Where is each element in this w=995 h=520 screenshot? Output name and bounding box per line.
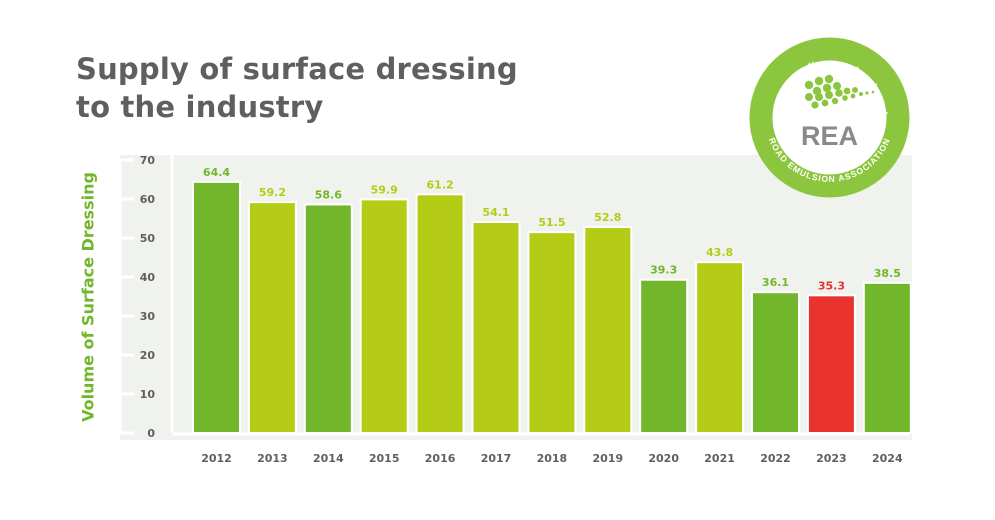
value-label-2021: 43.8: [706, 246, 733, 259]
bar-2013: [247, 201, 297, 434]
bar-2022: [751, 291, 800, 434]
y-axis-group: 0 10 20 30 40 50 60 70: [118, 152, 174, 440]
y-tick-label-10: 10: [140, 388, 156, 401]
y-tick-label-50: 50: [140, 232, 156, 245]
value-label-2018: 51.5: [538, 216, 565, 229]
rea-logo: Future-proofing our local roads ROAD EMU…: [747, 35, 910, 198]
x-tick-2019: 2019: [592, 452, 623, 465]
logo-rea-text: REA: [801, 121, 858, 151]
x-tick-2013: 2013: [257, 452, 288, 465]
value-labels-group: 64.4 59.2 58.6 59.9 61.2 54.1 51.5 52.8 39.3 43.8…: [203, 166, 901, 292]
y-tick-label-70: 70: [140, 154, 156, 167]
bar-2017: [471, 221, 521, 434]
value-label-2013: 59.2: [259, 186, 286, 199]
logo-inner-disc: [772, 60, 887, 175]
y-tick-label-0: 0: [147, 427, 155, 440]
bar-2014: [303, 203, 353, 434]
x-tick-2015: 2015: [369, 452, 400, 465]
value-label-2014: 58.6: [315, 188, 342, 201]
y-tick-label-20: 20: [140, 349, 156, 362]
x-tick-2016: 2016: [425, 452, 456, 465]
x-tick-2024: 2024: [872, 452, 903, 465]
y-tick-label-60: 60: [140, 193, 156, 206]
x-tick-2014: 2014: [313, 452, 344, 465]
value-label-2022: 36.1: [762, 276, 789, 289]
logo-dots-icon: [804, 74, 875, 109]
x-tick-2012: 2012: [201, 452, 232, 465]
x-tick-2022: 2022: [760, 452, 791, 465]
bar-2019: [583, 226, 633, 434]
value-label-2015: 59.9: [371, 183, 398, 196]
value-label-2012: 64.4: [203, 166, 230, 179]
value-label-2016: 61.2: [427, 178, 454, 191]
bar-2016: [415, 193, 465, 434]
x-tick-2018: 2018: [537, 452, 568, 465]
chart-title: Supply of surface dressing to the indust…: [76, 52, 518, 124]
x-tick-2017: 2017: [481, 452, 512, 465]
y-tick-label-40: 40: [140, 271, 156, 284]
value-label-2024: 38.5: [874, 267, 901, 280]
x-tick-2021: 2021: [704, 452, 735, 465]
bar-2012: [192, 180, 241, 434]
bar-2020: [639, 278, 689, 435]
value-label-2017: 54.1: [482, 206, 509, 219]
value-label-2023: 35.3: [818, 279, 845, 292]
x-tick-2023: 2023: [816, 452, 847, 465]
value-label-2020: 39.3: [650, 264, 677, 277]
bar-2023: [806, 294, 856, 434]
y-tick-label-30: 30: [140, 310, 156, 323]
bar-2024: [862, 281, 912, 434]
bar-2021: [695, 261, 745, 434]
bar-2015: [359, 198, 409, 434]
bar-2018: [527, 231, 577, 434]
x-tick-labels-group: 2012 2013 2014 2015 2016 2017 2018 2019 2020 2021…: [201, 452, 903, 465]
x-tick-2020: 2020: [648, 452, 679, 465]
bars-group: [192, 180, 912, 435]
value-label-2019: 52.8: [594, 211, 621, 224]
